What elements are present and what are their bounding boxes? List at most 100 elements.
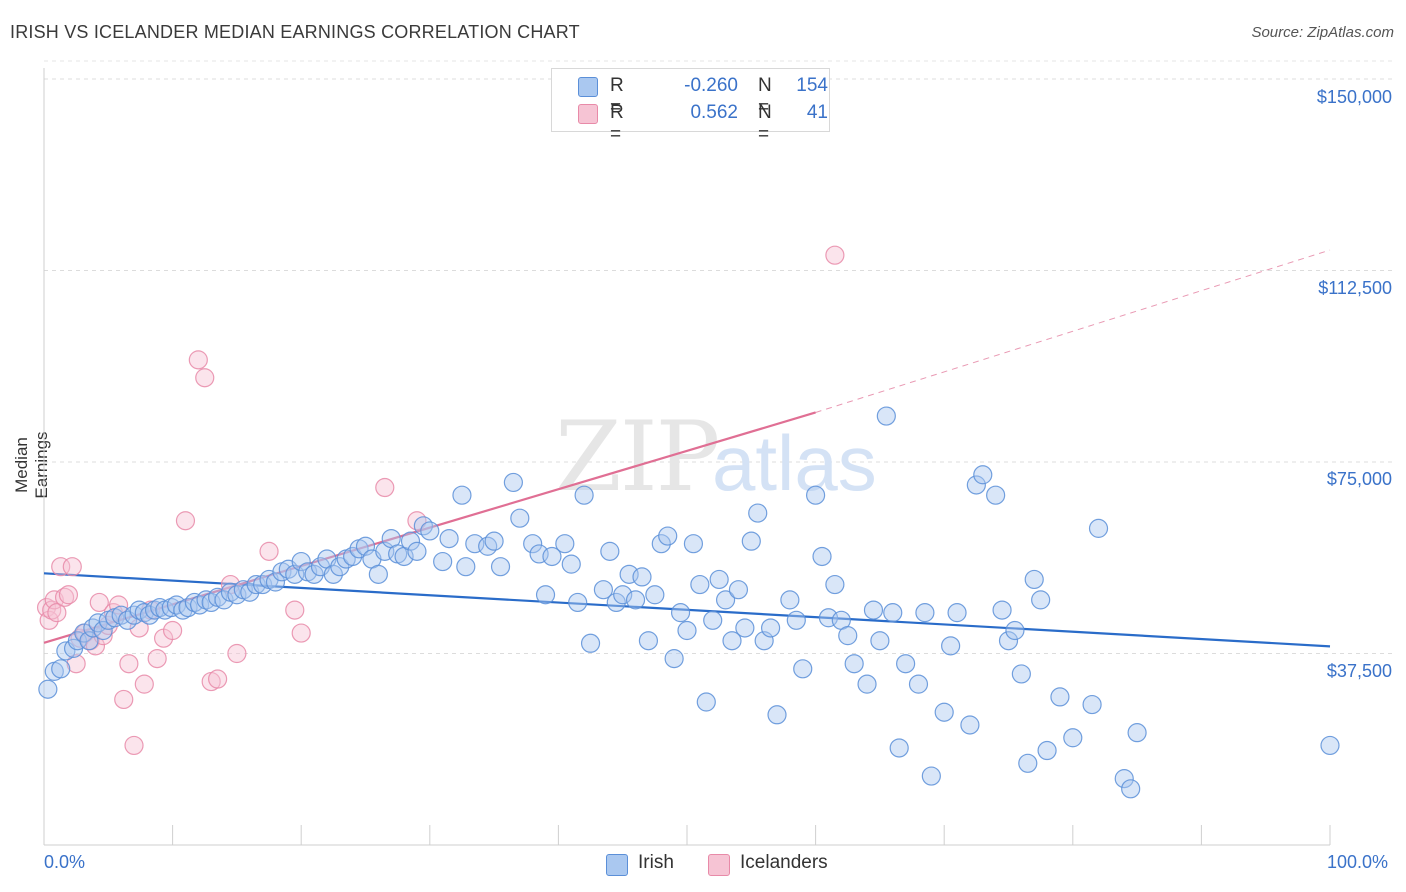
n-label: N = [758, 75, 772, 118]
x-tick-max: 100.0% [1327, 852, 1389, 872]
icelanders-point [188, 350, 208, 370]
irish-point [690, 574, 710, 595]
source-label: Source: ZipAtlas.com [1251, 24, 1394, 41]
irish-point [998, 631, 1019, 651]
irish-point [844, 654, 864, 674]
irish-point [658, 526, 678, 546]
irish-point [291, 551, 311, 572]
irish-point [722, 631, 742, 651]
x-tick-min: 0.0% [44, 852, 86, 872]
series-irish [38, 406, 1340, 799]
irish-point [407, 541, 427, 561]
trendline-irish-solid [43, 572, 1331, 648]
irish-point [420, 521, 440, 541]
irish-point [683, 534, 704, 554]
irish-point [638, 631, 659, 651]
irish-point [1088, 518, 1109, 538]
irish-point [1024, 569, 1044, 590]
irish-point [1050, 687, 1070, 707]
irish-point [780, 590, 800, 610]
y-tick-75000: $75,000 [1326, 469, 1392, 489]
irish-swatch [606, 854, 628, 876]
trendline-icelanders-dashed [815, 249, 1331, 413]
icelanders-swatch [708, 854, 730, 876]
icelanders-point [147, 649, 167, 669]
irish-point [825, 574, 845, 595]
n-value: 154 [796, 75, 828, 96]
irish-point [966, 475, 986, 495]
irish-point [1037, 740, 1057, 761]
irish-point [632, 567, 652, 587]
irish-point [184, 592, 205, 613]
irish-point [741, 531, 761, 551]
irish-point [1082, 694, 1102, 715]
irish-point [246, 574, 266, 595]
irish-point [613, 585, 633, 605]
r-label: R = [610, 102, 624, 145]
y-tick-112500: $112,500 [1318, 278, 1392, 298]
icelanders-point [175, 511, 196, 531]
irish-point [503, 472, 523, 493]
icelanders-point [227, 643, 247, 664]
irish-point [760, 618, 781, 638]
irish-point [767, 705, 787, 725]
axes [43, 68, 1331, 846]
irish-point [1127, 723, 1147, 743]
icelanders-point [89, 592, 109, 613]
irish-point [863, 600, 884, 620]
irish-point [876, 406, 896, 426]
irish-point [677, 620, 697, 641]
icelanders-point [93, 626, 113, 646]
icelanders-point [285, 600, 305, 620]
icelanders-point [62, 557, 82, 577]
irish-point [748, 503, 768, 523]
irish-point [542, 546, 562, 567]
irish-swatch [578, 77, 598, 97]
irish-point [330, 557, 350, 577]
irish-point [1018, 753, 1038, 773]
n-value: 41 [806, 102, 828, 123]
irish-point [670, 603, 691, 623]
watermark-zip: ZIP [555, 401, 718, 513]
stats-legend: R = -0.260 N = 154 R = 0.562 N = 41 [551, 68, 830, 145]
irish-point [728, 580, 749, 600]
irish-point [960, 715, 980, 735]
icelanders-point [114, 689, 134, 710]
icelanders-point [208, 669, 228, 689]
irish-point [664, 649, 684, 669]
irish-point [574, 485, 594, 505]
irish-point [921, 766, 941, 786]
irish-point [973, 465, 993, 485]
irish-point [870, 631, 890, 651]
irish-point [992, 600, 1012, 620]
r-value: 0.562 [690, 102, 738, 123]
irish-point [934, 702, 954, 722]
irish-point [1063, 728, 1083, 748]
icelanders-point [66, 654, 86, 674]
icelanders-point [119, 654, 139, 674]
irish-point [555, 534, 575, 554]
irish-point [400, 531, 421, 551]
icelanders-point [134, 674, 154, 694]
irish-point [896, 654, 916, 674]
icelanders-point [124, 735, 144, 756]
irish-point [625, 590, 646, 610]
icelanders-swatch [578, 104, 598, 124]
icelanders-point [195, 368, 215, 388]
irish-point [456, 557, 476, 577]
irish-point [214, 590, 234, 610]
irish-point [1005, 620, 1025, 641]
irish-point [150, 597, 170, 618]
irish-point [805, 485, 826, 505]
watermark-atlas: atlas [712, 419, 877, 507]
icelanders-point [58, 585, 79, 605]
irish-point [323, 564, 343, 584]
irish-point [51, 659, 71, 679]
irish-point [580, 633, 601, 653]
irish-point [857, 674, 877, 694]
icelanders-point [375, 477, 395, 498]
irish-point [484, 531, 504, 551]
irish-point [908, 674, 929, 694]
irish-point [535, 585, 556, 605]
